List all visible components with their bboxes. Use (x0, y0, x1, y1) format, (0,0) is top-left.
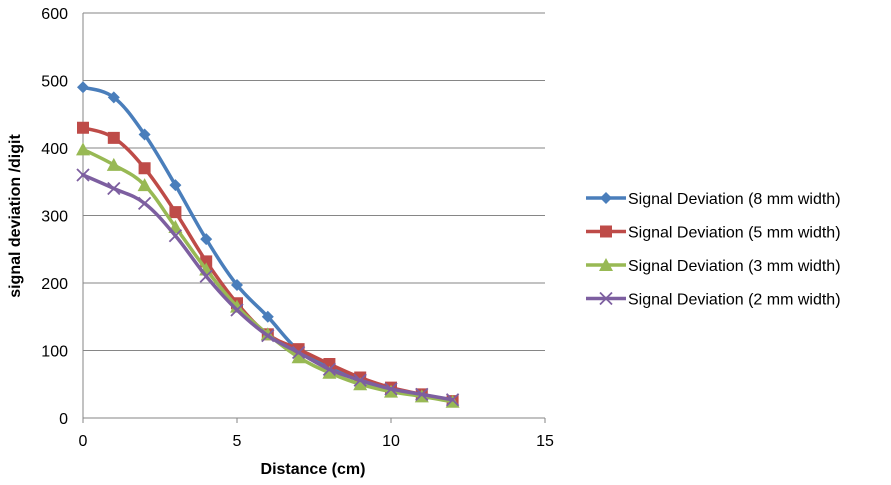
y-tick-label: 300 (41, 209, 68, 226)
data-point (169, 206, 182, 219)
data-point (138, 162, 151, 175)
data-point (107, 181, 121, 196)
x-tick-label: 5 (233, 433, 242, 450)
data-point (77, 81, 89, 94)
series-3 (76, 142, 460, 408)
y-tick-label: 400 (41, 141, 68, 158)
legend-label: Signal Deviation (2 mm width) (628, 292, 841, 309)
data-point (353, 373, 367, 387)
data-point (76, 168, 90, 182)
data-point (138, 128, 151, 141)
data-point (230, 303, 244, 317)
data-point (291, 350, 306, 364)
legend-item: Signal Deviation (3 mm width) (586, 258, 841, 275)
data-point (322, 365, 337, 379)
series-1 (77, 81, 459, 408)
data-point (322, 362, 337, 377)
x-tick-label: 10 (382, 433, 400, 450)
y-tick-label: 0 (59, 411, 68, 428)
x-tick-label: 0 (79, 433, 88, 450)
data-point (445, 393, 460, 407)
data-point (168, 229, 183, 243)
series-layer (76, 81, 460, 408)
y-tick-label: 100 (41, 344, 68, 361)
y-axis-title: signal deviation /digit (7, 134, 24, 298)
legend-label: Signal Deviation (5 mm width) (628, 225, 841, 242)
series-line (81, 147, 455, 404)
data-point (106, 157, 121, 171)
legend-label: Signal Deviation (8 mm width) (628, 191, 841, 208)
y-tick-label: 600 (41, 6, 68, 23)
y-tick-label: 200 (41, 276, 68, 293)
data-point (353, 377, 368, 391)
data-point (107, 131, 120, 144)
series-4 (76, 168, 460, 407)
y-tick-label: 500 (41, 74, 68, 91)
data-point (291, 345, 306, 360)
data-point (199, 269, 213, 283)
data-point (231, 279, 243, 292)
x-axis-title: Distance (cm) (261, 461, 366, 478)
series-2 (77, 121, 459, 408)
data-point (137, 196, 152, 210)
data-point (200, 233, 213, 246)
data-point (384, 382, 398, 396)
legend-item: Signal Deviation (8 mm width) (586, 191, 841, 208)
legend: Signal Deviation (8 mm width) Signal Devi… (586, 191, 841, 309)
legend-item: Signal Deviation (2 mm width) (586, 292, 841, 309)
axes: 0 100 200 300 400 500 600 0 5 10 15 (41, 6, 554, 450)
data-point (261, 310, 274, 323)
series-line (81, 126, 455, 403)
data-point (77, 121, 89, 134)
gridlines (83, 12, 545, 351)
data-point (76, 142, 90, 156)
legend-marker (600, 225, 612, 238)
data-point (261, 329, 275, 343)
legend-marker (599, 258, 613, 271)
x-tick-label: 15 (536, 433, 554, 450)
data-point (384, 384, 398, 398)
series-line (81, 85, 455, 403)
legend-marker (599, 291, 613, 306)
legend-item: Signal Deviation (5 mm width) (586, 225, 841, 242)
data-point (169, 179, 182, 192)
data-point (137, 178, 152, 192)
legend-label: Signal Deviation (3 mm width) (628, 258, 841, 275)
legend-marker (600, 192, 612, 204)
data-point (230, 299, 244, 313)
data-point (415, 387, 429, 402)
data-point (107, 91, 120, 104)
